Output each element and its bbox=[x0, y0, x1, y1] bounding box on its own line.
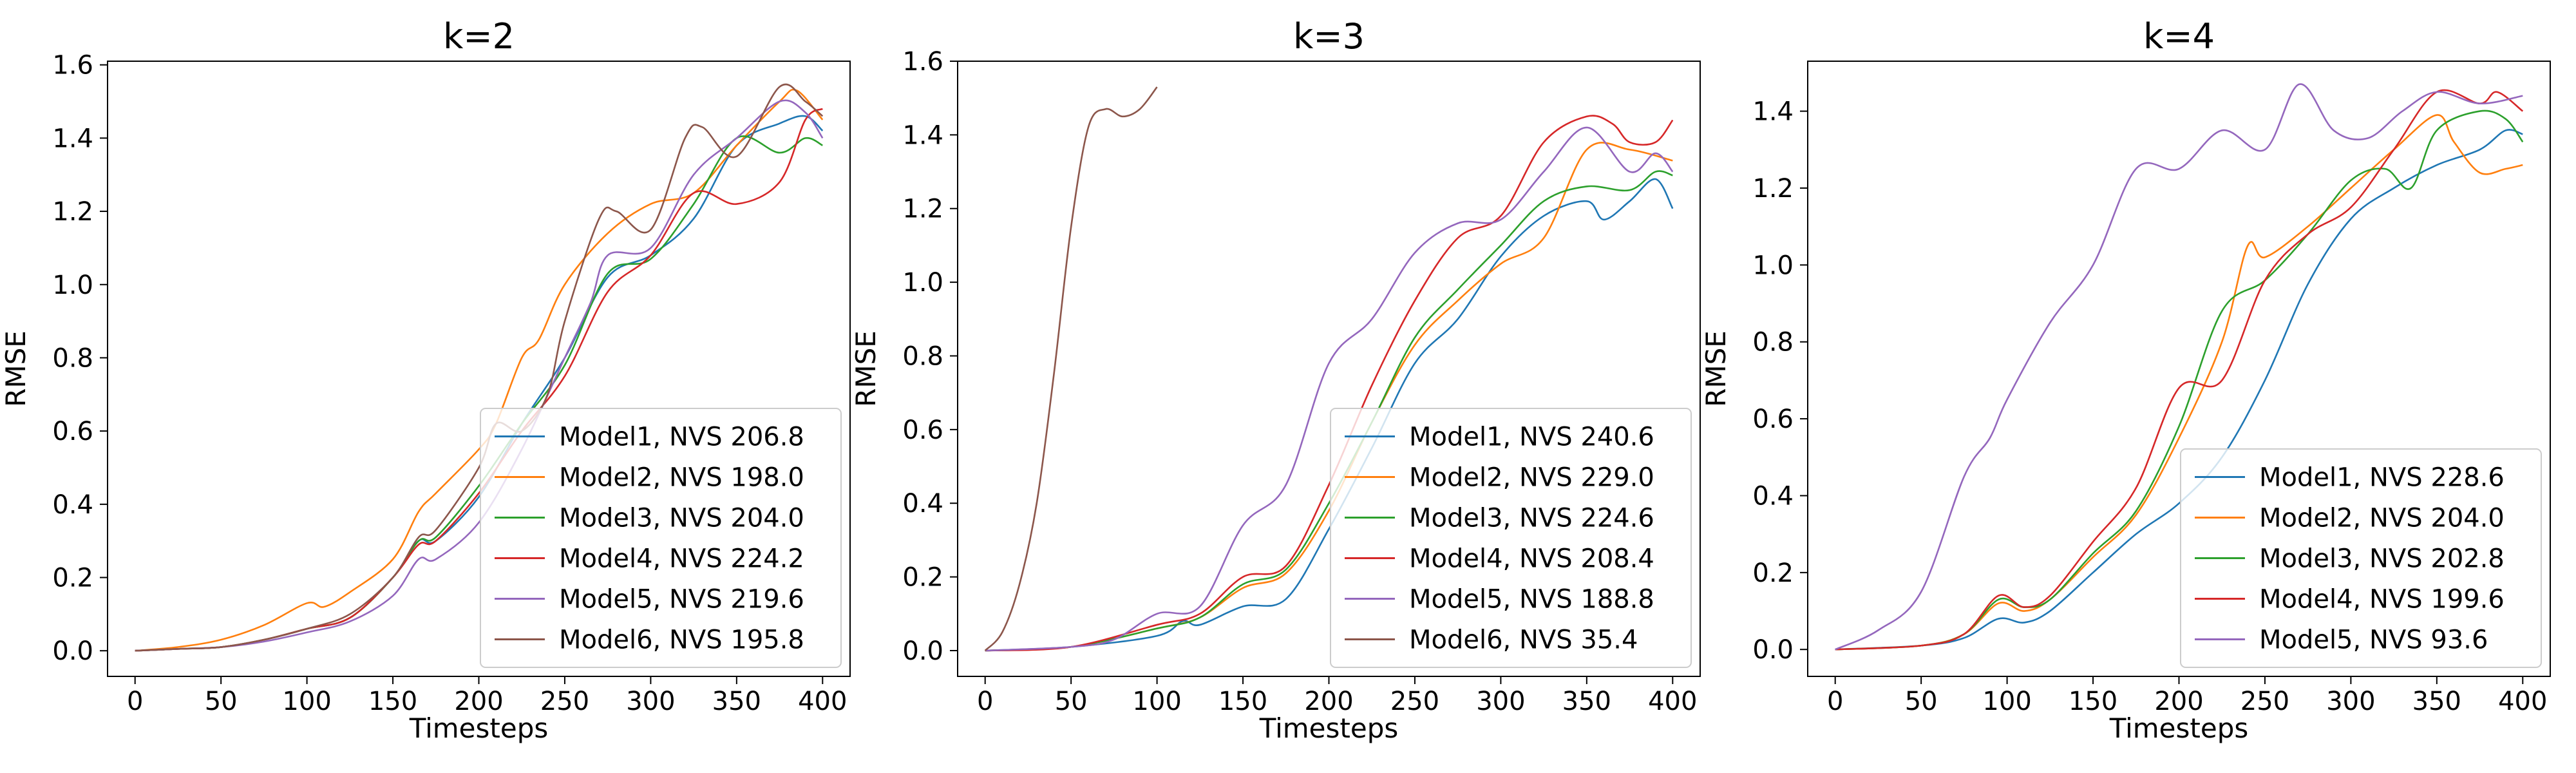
x-tick-label: 100 bbox=[1982, 687, 2031, 716]
legend-entry: Model3, NVS 224.6 bbox=[1409, 504, 1654, 533]
x-tick-label: 300 bbox=[626, 687, 675, 716]
series-line-4 bbox=[985, 115, 1674, 652]
legend-box bbox=[1330, 408, 1692, 668]
legend-entry: Model5, NVS 188.8 bbox=[1409, 585, 1654, 615]
legend-entry: Model4, NVS 224.2 bbox=[559, 544, 804, 574]
x-tick-label: 400 bbox=[2498, 687, 2547, 716]
x-tick-label: 0 bbox=[1827, 687, 1843, 716]
chart-title: k=3 bbox=[1293, 16, 1365, 57]
y-tick-label: 0.6 bbox=[52, 417, 93, 446]
legend: Model1, NVS 228.6 Model2, NVS 204.0 Model3… bbox=[2180, 448, 2542, 668]
y-tick-label: 0.4 bbox=[1752, 481, 1794, 511]
legend-box bbox=[480, 408, 842, 668]
y-tick-label: 0.2 bbox=[52, 564, 93, 593]
y-tick-label: 0.0 bbox=[1752, 635, 1794, 665]
y-axis-label: RMSE bbox=[1700, 330, 1732, 407]
chart-panel-3: k=4 0 50 100 150 200 250 300 350 400 0.0 0.2 0.4 0.6 0… bbox=[1700, 16, 2551, 744]
series-line-2 bbox=[1835, 114, 2523, 651]
x-tick-label: 150 bbox=[2069, 687, 2117, 716]
x-axis-label: Timesteps bbox=[1259, 712, 1399, 744]
y-tick-label: 0.6 bbox=[1752, 405, 1794, 434]
plot-frame bbox=[107, 61, 851, 677]
x-tick-label: 400 bbox=[798, 687, 847, 716]
x-tick-label: 200 bbox=[1304, 687, 1353, 716]
x-tick-label: 0 bbox=[977, 687, 993, 716]
x-tick-label: 350 bbox=[2412, 687, 2461, 716]
x-tick-label: 50 bbox=[205, 687, 238, 716]
legend-entry: Model6, NVS 35.4 bbox=[1409, 625, 1638, 655]
y-tick-label: 0.8 bbox=[1752, 328, 1794, 358]
y-tick-label: 1.6 bbox=[902, 47, 943, 77]
x-tick-label: 250 bbox=[540, 687, 589, 716]
x-tick-label: 0 bbox=[127, 687, 143, 716]
x-axis-label: Timesteps bbox=[409, 712, 549, 744]
y-tick-label: 1.2 bbox=[1752, 174, 1794, 204]
x-tick-label: 250 bbox=[1390, 687, 1439, 716]
legend-entry: Model1, NVS 228.6 bbox=[2259, 463, 2505, 493]
legend-entry: Model5, NVS 219.6 bbox=[559, 585, 804, 615]
x-tick-label: 200 bbox=[2154, 687, 2203, 716]
x-axis-label: Timesteps bbox=[2109, 712, 2249, 744]
legend-box bbox=[2180, 448, 2542, 668]
x-tick-label: 350 bbox=[1562, 687, 1611, 716]
y-tick-label: 1.0 bbox=[1752, 251, 1794, 280]
y-tick-label: 1.2 bbox=[52, 197, 93, 227]
x-tick-label: 250 bbox=[2240, 687, 2289, 716]
plot-frame bbox=[1807, 61, 2551, 677]
y-tick-label: 0.0 bbox=[902, 636, 943, 666]
y-tick-label: 0.0 bbox=[52, 636, 93, 666]
series-line-5 bbox=[985, 126, 1674, 652]
legend-entry: Model6, NVS 195.8 bbox=[559, 625, 804, 655]
y-tick-label: 0.8 bbox=[902, 341, 943, 371]
y-tick-label: 1.4 bbox=[52, 124, 93, 153]
x-tick-label: 150 bbox=[368, 687, 417, 716]
x-tick-label: 100 bbox=[1132, 687, 1181, 716]
y-tick-label: 0.4 bbox=[902, 489, 943, 519]
y-tick-label: 1.2 bbox=[902, 195, 943, 224]
x-tick-label: 300 bbox=[2326, 687, 2375, 716]
y-axis-label: RMSE bbox=[850, 330, 882, 407]
x-tick-label: 100 bbox=[282, 687, 331, 716]
y-tick-label: 0.6 bbox=[902, 415, 943, 445]
y-tick-label: 1.0 bbox=[902, 268, 943, 298]
y-tick-label: 1.4 bbox=[1752, 97, 1794, 127]
x-tick-label: 50 bbox=[1055, 687, 1088, 716]
x-tick-label: 350 bbox=[712, 687, 761, 716]
chart-panel-1: k=2 0 50 100 150 200 250 300 350 400 0.0 0.2 0.4 0.6 0… bbox=[0, 16, 851, 744]
y-tick-label: 0.4 bbox=[52, 490, 93, 520]
legend-entry: Model1, NVS 206.8 bbox=[559, 423, 804, 452]
legend-entry: Model3, NVS 204.0 bbox=[559, 504, 804, 533]
legend-entry: Model2, NVS 229.0 bbox=[1409, 463, 1654, 493]
series-line-5 bbox=[1835, 83, 2523, 651]
legend-entry: Model3, NVS 202.8 bbox=[2259, 544, 2505, 574]
chart-panel-2: k=3 0 50 100 150 200 250 300 350 400 0.0 0.2 0.4 0.6 0… bbox=[850, 16, 1701, 744]
chart-title: k=4 bbox=[2143, 16, 2215, 57]
plot-frame bbox=[957, 61, 1701, 677]
legend-entry: Model2, NVS 198.0 bbox=[559, 463, 804, 493]
y-tick-label: 0.2 bbox=[1752, 558, 1794, 588]
y-axis-label: RMSE bbox=[0, 330, 32, 407]
legend-entry: Model5, NVS 93.6 bbox=[2259, 625, 2488, 655]
legend-entry: Model1, NVS 240.6 bbox=[1409, 423, 1654, 452]
series-line-6 bbox=[984, 86, 1158, 651]
y-tick-label: 0.2 bbox=[902, 563, 943, 593]
y-tick-label: 0.8 bbox=[52, 343, 93, 373]
legend: Model1, NVS 240.6 Model2, NVS 229.0 Model3… bbox=[1330, 408, 1692, 668]
x-tick-label: 200 bbox=[454, 687, 503, 716]
legend: Model1, NVS 206.8 Model2, NVS 198.0 Model3… bbox=[480, 408, 842, 668]
x-tick-label: 300 bbox=[1476, 687, 1525, 716]
legend-entry: Model4, NVS 208.4 bbox=[1409, 544, 1654, 574]
x-tick-label: 400 bbox=[1648, 687, 1697, 716]
x-tick-label: 50 bbox=[1905, 687, 1938, 716]
series-line-4 bbox=[1835, 89, 2524, 651]
series-line-3 bbox=[1835, 110, 2524, 651]
x-tick-label: 150 bbox=[1218, 687, 1267, 716]
legend-entry: Model4, NVS 199.6 bbox=[2259, 585, 2505, 615]
y-tick-label: 1.0 bbox=[52, 271, 93, 300]
y-tick-label: 1.4 bbox=[902, 120, 943, 150]
legend-entry: Model2, NVS 204.0 bbox=[2259, 504, 2505, 533]
chart-title: k=2 bbox=[443, 16, 515, 57]
y-tick-label: 1.6 bbox=[52, 51, 93, 81]
